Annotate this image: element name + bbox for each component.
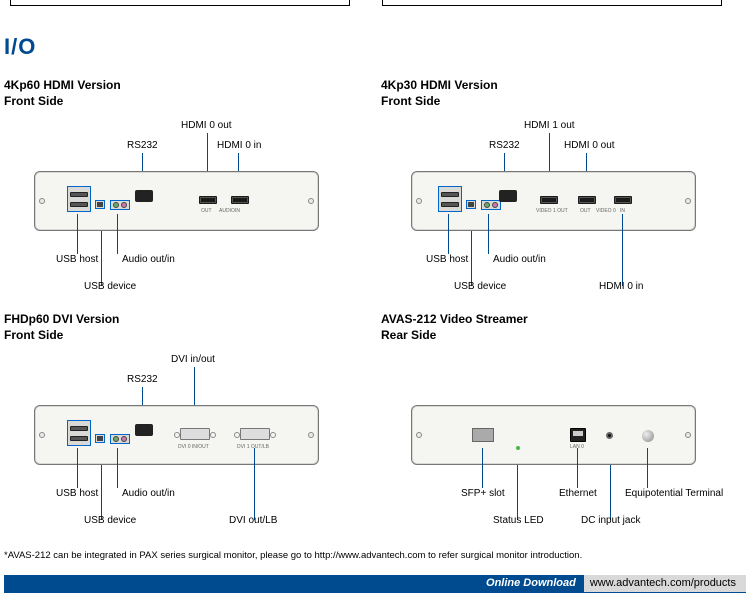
label-hdmi0out: HDMI 0 out	[564, 140, 615, 151]
rs232-port	[135, 190, 153, 202]
hdmi-in-port	[231, 196, 249, 204]
download-label: Online Download	[478, 575, 584, 593]
panel-subtitle: Front Side	[4, 328, 349, 342]
panel-title: FHDp60 DVI Version	[4, 312, 349, 326]
panel-title: 4Kp30 HDMI Version	[381, 78, 726, 92]
hdmi0-out-port	[578, 196, 596, 204]
top-box-right	[382, 0, 722, 6]
device-body: VIDEO 1 OUT OUT VIDEO 0 IN	[411, 171, 696, 231]
panel-avas212: AVAS-212 Video Streamer Rear Side LAN 0	[381, 312, 726, 540]
ethernet-port	[570, 428, 586, 442]
label-rs232: RS232	[127, 374, 158, 385]
label-hdmi1out: HDMI 1 out	[524, 120, 575, 131]
device-body: LAN 0	[411, 405, 696, 465]
section-heading: I/O	[4, 34, 746, 60]
usb-device-port	[466, 200, 476, 209]
panel-title: 4Kp60 HDMI Version	[4, 78, 349, 92]
label-statusled: Status LED	[493, 515, 544, 526]
label-usbdev: USB device	[84, 515, 136, 526]
audio-ports	[481, 200, 501, 210]
label-audio: Audio out/in	[122, 488, 175, 499]
label-rs232: RS232	[127, 140, 158, 151]
audio-ports	[110, 434, 130, 444]
diagram-4kp30: RS232 HDMI 1 out HDMI 0 out	[381, 116, 726, 306]
label-eth: Ethernet	[559, 488, 597, 499]
label-rs232: RS232	[489, 140, 520, 151]
panel-fhdp60: FHDp60 DVI Version Front Side RS232 DVI …	[4, 312, 349, 540]
label-hdmi0in: HDMI 0 in	[217, 140, 261, 151]
usb-host-ports	[438, 186, 462, 212]
hdmi0-in-port	[614, 196, 632, 204]
audio-ports	[110, 200, 130, 210]
label-dvioutlb: DVI out/LB	[229, 515, 277, 526]
label-dc: DC input jack	[581, 515, 640, 526]
label-hdmi0out: HDMI 0 out	[181, 120, 232, 131]
row-2: FHDp60 DVI Version Front Side RS232 DVI …	[4, 312, 746, 540]
rs232-port	[499, 190, 517, 202]
usb-host-ports	[67, 420, 91, 446]
label-usbdev: USB device	[84, 281, 136, 292]
dvi-inout-port	[180, 428, 210, 440]
diagram-avas212: LAN 0 SFP+ slot Ethernet Equipotential T…	[381, 350, 726, 540]
hdmi1-out-port	[540, 196, 558, 204]
top-box-left	[10, 0, 350, 6]
label-eq: Equipotential Terminal	[625, 488, 723, 499]
label-sfp: SFP+ slot	[461, 488, 505, 499]
top-rule-boxes	[4, 0, 746, 6]
label-hdmi0in: HDMI 0 in	[599, 281, 643, 292]
panel-subtitle: Rear Side	[381, 328, 726, 342]
row-1: 4Kp60 HDMI Version Front Side RS232 HDMI…	[4, 78, 746, 306]
equipotential-terminal	[642, 430, 654, 442]
label-usbhost: USB host	[426, 254, 468, 265]
panel-4kp60: 4Kp60 HDMI Version Front Side RS232 HDMI…	[4, 78, 349, 306]
label-usbhost: USB host	[56, 254, 98, 265]
label-dviinout: DVI in/out	[171, 354, 215, 365]
dc-jack	[606, 432, 613, 439]
label-audio: Audio out/in	[122, 254, 175, 265]
panel-subtitle: Front Side	[4, 94, 349, 108]
dvi-outlb-port	[240, 428, 270, 440]
label-audio: Audio out/in	[493, 254, 546, 265]
page: I/O 4Kp60 HDMI Version Front Side RS232 …	[0, 0, 750, 593]
hdmi-out-port	[199, 196, 217, 204]
diagram-4kp60: RS232 HDMI 0 out HDMI 0 in	[4, 116, 349, 306]
usb-host-ports	[67, 186, 91, 212]
download-bar: Online Download www.advantech.com/produc…	[4, 575, 746, 593]
download-bar-fill	[4, 575, 478, 593]
diagram-fhdp60: RS232 DVI in/out	[4, 350, 349, 540]
usb-device-port	[95, 434, 105, 443]
panel-subtitle: Front Side	[381, 94, 726, 108]
footnote: *AVAS-212 can be integrated in PAX serie…	[4, 550, 746, 561]
panel-4kp30: 4Kp30 HDMI Version Front Side RS232 HDMI…	[381, 78, 726, 306]
rs232-port	[135, 424, 153, 436]
label-usbdev: USB device	[454, 281, 506, 292]
usb-device-port	[95, 200, 105, 209]
download-url[interactable]: www.advantech.com/products	[584, 575, 746, 593]
label-usbhost: USB host	[56, 488, 98, 499]
status-led	[516, 446, 520, 450]
panel-title: AVAS-212 Video Streamer	[381, 312, 726, 326]
sfp-slot	[472, 428, 494, 442]
